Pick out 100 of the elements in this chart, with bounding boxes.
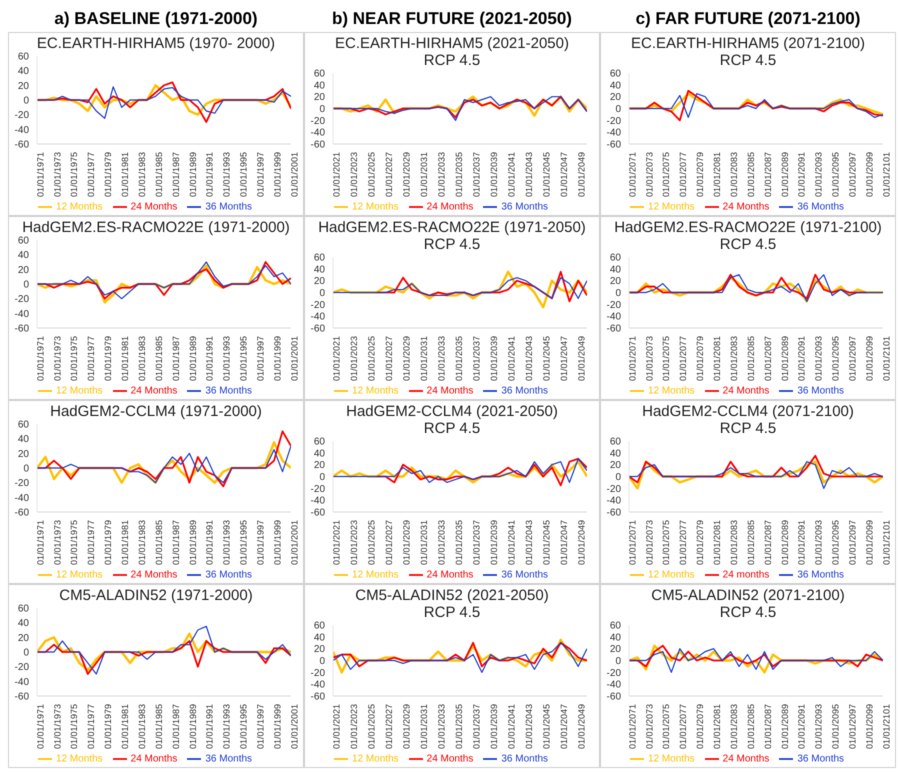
y-tick-label: -20 [310, 668, 326, 679]
x-tick-label: 01/01/2037 [472, 520, 482, 566]
x-tick-label: 01/01/2091 [796, 704, 807, 750]
y-tick-label: 60 [314, 68, 326, 80]
x-tick-label: 01/01/2029 [401, 336, 412, 382]
x-tick-label: 01/01/2099 [864, 520, 874, 566]
y-tick-label: -40 [310, 128, 326, 139]
x-tick-label: 01/01/2031 [418, 336, 429, 382]
x-tick-label: 01/01/1977 [86, 704, 96, 750]
x-tick-label: 01/01/2077 [678, 336, 688, 382]
x-tick-label: 01/01/2037 [472, 152, 482, 198]
y-tick-label: 60 [610, 68, 622, 80]
legend-label: 12 Months [352, 570, 399, 581]
legend-label: 12 Months [352, 386, 399, 397]
x-tick-label: 01/01/2001 [289, 152, 300, 198]
legend-label: 36 Months [797, 386, 844, 397]
x-tick-label: 01/01/2039 [489, 520, 500, 566]
text: a) BASELINE (1971-2000) [53, 8, 259, 30]
x-tick-label: 01/01/2041 [506, 152, 517, 198]
x-tick-label: 01/01/2087 [762, 336, 773, 382]
x-tick-label: 01/01/1973 [52, 152, 62, 198]
y-tick-label: 60 [314, 436, 326, 448]
x-tick-label: 01/01/2097 [848, 520, 858, 566]
x-tick-label: 01/01/2081 [712, 152, 722, 198]
x-tick-label: 01/01/2083 [728, 704, 739, 750]
legend-label: 12 Months [648, 202, 695, 213]
y-tick-label: -60 [310, 324, 326, 335]
x-tick-label: 01/01/2101 [881, 520, 892, 566]
y-tick-label: -60 [606, 140, 622, 151]
legend-label: 24 Months [426, 202, 474, 213]
x-tick-label: 01/01/1991 [204, 520, 215, 566]
y-tick-label: 60 [610, 620, 622, 632]
x-tick-label: 01/01/2023 [348, 520, 359, 566]
x-tick-label: 01/01/2025 [366, 704, 376, 750]
y-tick-label: 60 [18, 604, 30, 615]
legend-label: 24 Months [426, 754, 474, 765]
y-tick-label: 60 [610, 436, 622, 448]
line-series [376, 270, 587, 302]
x-tick-label: 01/01/2033 [436, 704, 446, 750]
x-tick-label: 01/01/1979 [103, 704, 114, 750]
legend-label: 36 Months [797, 202, 844, 213]
x-tick-label: 01/01/2021 [331, 152, 342, 198]
y-tick-label: 40 [18, 66, 30, 78]
y-tick-label: 60 [314, 252, 326, 264]
x-tick-label: 01/01/2091 [796, 520, 807, 566]
legend-label: 12 Months [56, 202, 103, 213]
x-tick-label: 01/01/1995 [238, 704, 249, 750]
y-tick-label: -20 [606, 484, 622, 495]
x-tick-label: 01/01/1989 [188, 520, 198, 566]
y-tick-label: 20 [18, 264, 30, 276]
line-series [629, 274, 867, 300]
x-tick-label: 01/01/1989 [188, 336, 198, 382]
y-tick-label: -20 [14, 478, 30, 490]
line-series [376, 458, 587, 486]
x-tick-label: 01/01/2041 [506, 336, 517, 382]
x-tick-label: 01/01/1983 [136, 152, 147, 198]
y-tick-label: -20 [606, 116, 622, 127]
x-tick-label: 01/01/2049 [576, 336, 587, 382]
x-tick-label: 01/01/2079 [695, 152, 706, 198]
line-series [333, 277, 587, 300]
x-tick-label: 01/01/2073 [644, 336, 654, 382]
x-tick-label: 01/01/1983 [136, 520, 147, 566]
x-tick-label: 01/01/1985 [154, 336, 164, 382]
x-tick-label: 01/01/2081 [712, 336, 722, 382]
y-tick-label: 40 [314, 632, 326, 644]
x-tick-label: 01/01/2073 [644, 520, 654, 566]
x-tick-label: 01/01/1997 [256, 704, 266, 750]
legend-label: 24 Months [426, 386, 474, 397]
y-tick-label: 60 [18, 236, 30, 247]
x-tick-label: 01/01/2045 [542, 336, 552, 382]
y-tick-label: -60 [606, 692, 622, 703]
y-tick-label: 40 [610, 448, 622, 460]
x-tick-label: 01/01/2079 [695, 704, 706, 750]
x-tick-label: 01/01/2021 [331, 336, 342, 382]
x-tick-label: 01/01/1981 [120, 520, 130, 566]
x-tick-label: 01/01/1977 [86, 520, 96, 566]
x-tick-label: 01/01/2093 [814, 704, 824, 750]
legend-label: 24 Months [130, 386, 178, 397]
x-tick-label: 01/01/2035 [454, 704, 464, 750]
x-tick-label: 01/01/2099 [864, 704, 874, 750]
x-tick-label: 01/01/2089 [780, 520, 790, 566]
x-tick-label: 01/01/2079 [695, 520, 706, 566]
y-tick-label: -20 [310, 300, 326, 311]
x-tick-label: 01/01/2085 [746, 336, 756, 382]
x-tick-label: 01/01/2023 [348, 704, 359, 750]
y-tick-label: 60 [314, 620, 326, 632]
legend-label: 24 Months [130, 570, 178, 581]
x-tick-label: 01/01/2093 [814, 520, 824, 566]
x-tick-label: 01/01/2027 [384, 336, 394, 382]
chart-title: CM5-ALADIN52 (1971-2000) [58, 587, 254, 604]
legend-label: 12 Months [352, 754, 399, 765]
x-tick-label: 01/01/1997 [256, 152, 266, 198]
x-tick-label: 01/01/1977 [86, 152, 96, 198]
x-tick-label: 01/01/2089 [780, 336, 790, 382]
x-tick-label: 01/01/2047 [559, 336, 570, 382]
x-tick-label: 01/01/1995 [238, 520, 249, 566]
x-tick-label: 01/01/2081 [712, 520, 722, 566]
x-tick-label: 01/01/2077 [678, 704, 688, 750]
x-tick-label: 01/01/2095 [830, 336, 841, 382]
chart-subtitle: RCP 4.5 [422, 52, 482, 69]
